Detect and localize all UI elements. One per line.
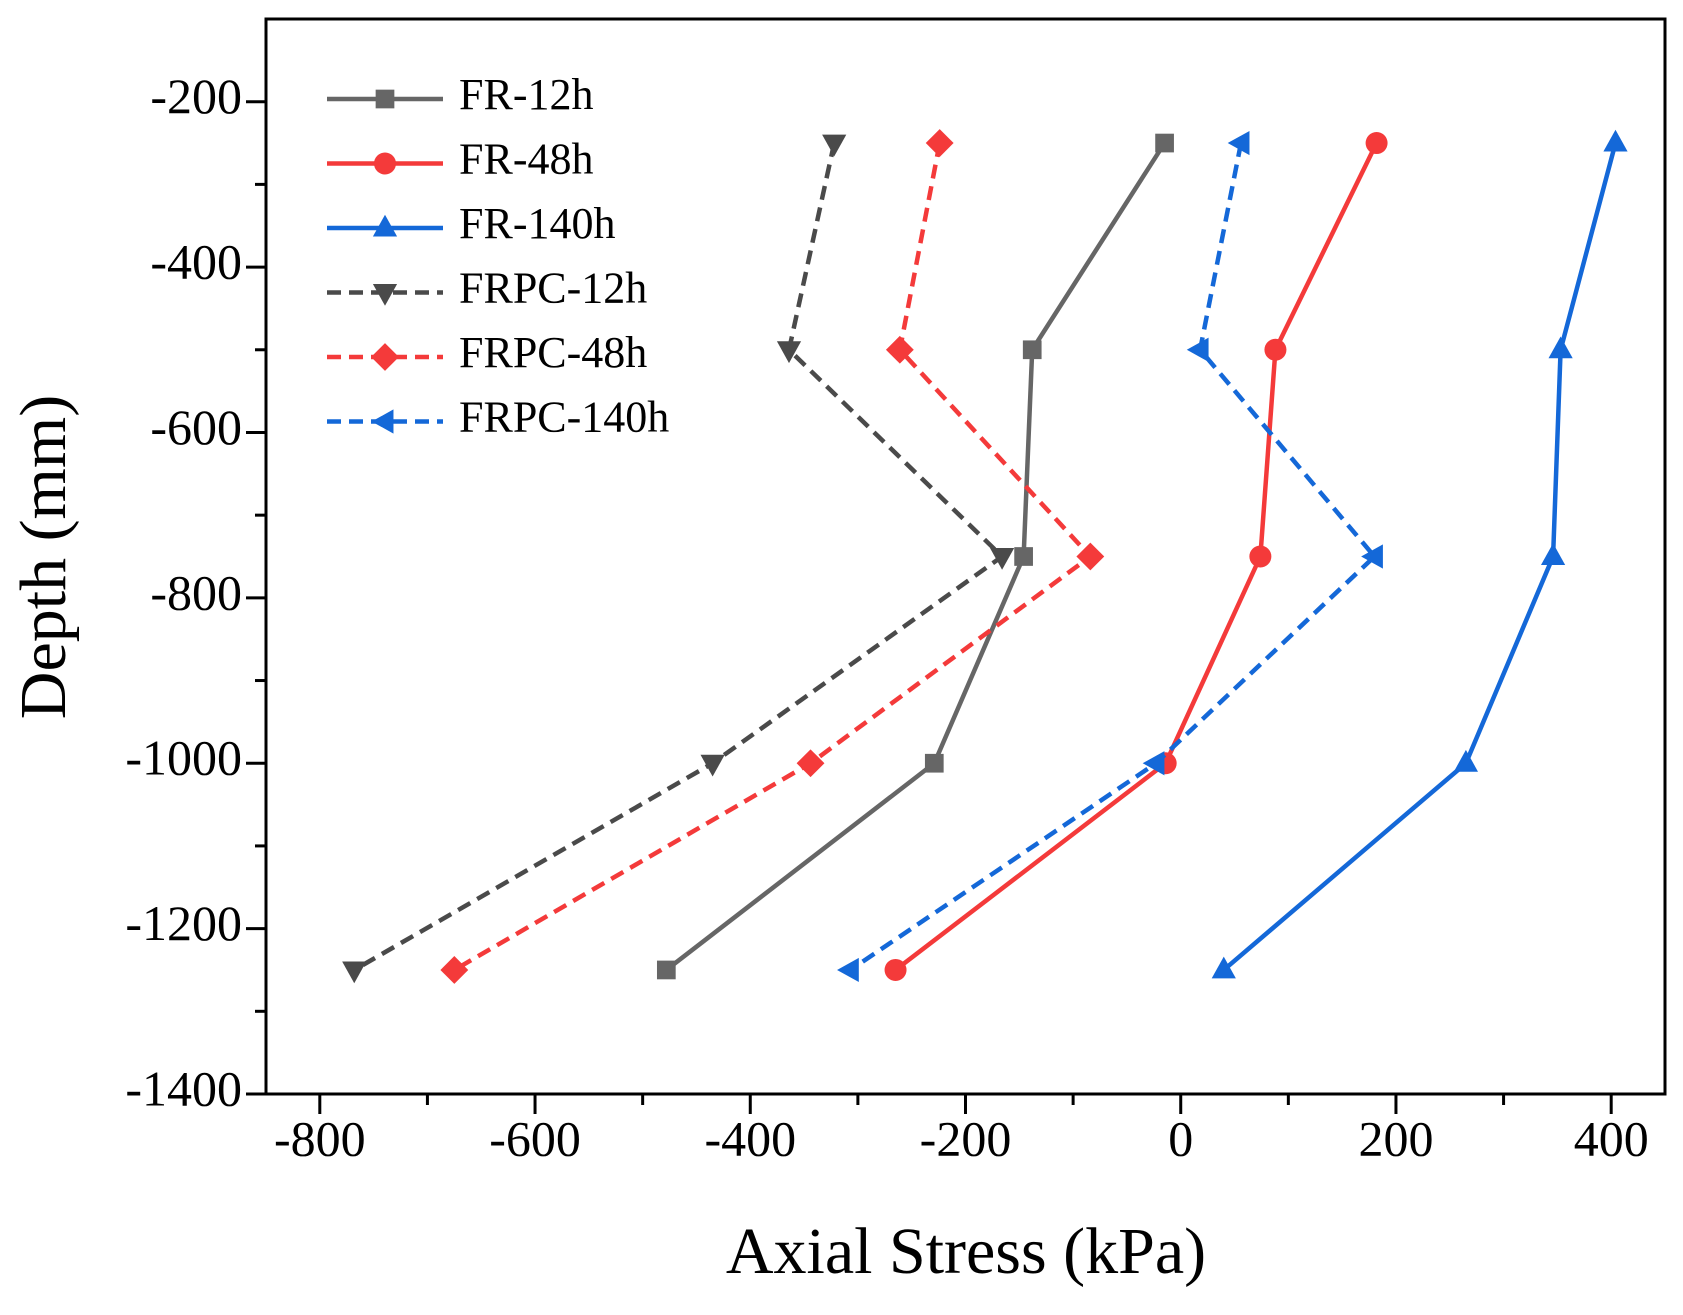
marker bbox=[1227, 130, 1250, 156]
marker bbox=[1186, 337, 1209, 362]
legend-label: FRPC-140h bbox=[459, 393, 669, 442]
x-tick-label: -600 bbox=[489, 1110, 581, 1166]
marker bbox=[1211, 956, 1236, 979]
marker bbox=[342, 961, 367, 984]
marker bbox=[837, 957, 859, 983]
x-tick-label: 200 bbox=[1358, 1110, 1433, 1166]
x-tick-label: 0 bbox=[1168, 1110, 1193, 1166]
marker bbox=[1603, 129, 1628, 152]
marker bbox=[372, 284, 398, 306]
marker bbox=[372, 214, 398, 237]
marker bbox=[1264, 338, 1287, 361]
legend-label: FR-12h bbox=[459, 70, 593, 119]
x-tick-label: 400 bbox=[1574, 1110, 1649, 1166]
marker bbox=[884, 958, 907, 981]
y-tick-label: -200 bbox=[150, 68, 242, 124]
marker bbox=[1142, 751, 1165, 776]
y-tick-label: -800 bbox=[150, 564, 242, 620]
marker bbox=[1076, 542, 1105, 571]
marker bbox=[1022, 340, 1042, 360]
marker bbox=[924, 753, 944, 773]
marker bbox=[440, 956, 469, 984]
marker bbox=[1014, 547, 1033, 566]
y-tick-label: -1400 bbox=[125, 1060, 242, 1116]
marker bbox=[656, 960, 676, 980]
y-tick-label: -1200 bbox=[125, 895, 242, 951]
y-tick-label: -400 bbox=[150, 234, 242, 290]
marker bbox=[885, 335, 914, 364]
legend-label: FRPC-12h bbox=[459, 264, 647, 313]
y-tick-label: -600 bbox=[150, 399, 242, 455]
marker bbox=[700, 754, 725, 777]
marker bbox=[1249, 545, 1272, 568]
legend-label: FRPC-48h bbox=[459, 328, 647, 377]
marker bbox=[989, 548, 1015, 570]
marker bbox=[1540, 543, 1566, 565]
y-tick-label: -1000 bbox=[125, 730, 242, 786]
x-axis-label: Axial Stress (kPa) bbox=[726, 1215, 1206, 1288]
series-line bbox=[353, 142, 1005, 972]
x-tick-label: -400 bbox=[704, 1110, 796, 1166]
y-axis-label: Depth (mm) bbox=[7, 395, 80, 719]
marker bbox=[371, 343, 399, 371]
marker bbox=[822, 134, 847, 157]
marker bbox=[796, 749, 825, 778]
legend-label: FR-140h bbox=[459, 199, 615, 248]
marker bbox=[1453, 749, 1479, 772]
marker bbox=[1365, 132, 1388, 155]
marker bbox=[925, 129, 954, 157]
x-tick-label: -800 bbox=[274, 1110, 366, 1166]
marker bbox=[1155, 133, 1174, 153]
series-line bbox=[849, 142, 1377, 972]
marker bbox=[374, 152, 396, 175]
x-tick-label: -200 bbox=[920, 1110, 1012, 1166]
series-line bbox=[894, 142, 1379, 972]
marker bbox=[371, 409, 394, 434]
marker bbox=[1361, 544, 1383, 569]
marker bbox=[375, 89, 395, 109]
legend-label: FR-48h bbox=[459, 135, 593, 184]
marker bbox=[776, 341, 802, 364]
marker bbox=[1548, 336, 1573, 359]
